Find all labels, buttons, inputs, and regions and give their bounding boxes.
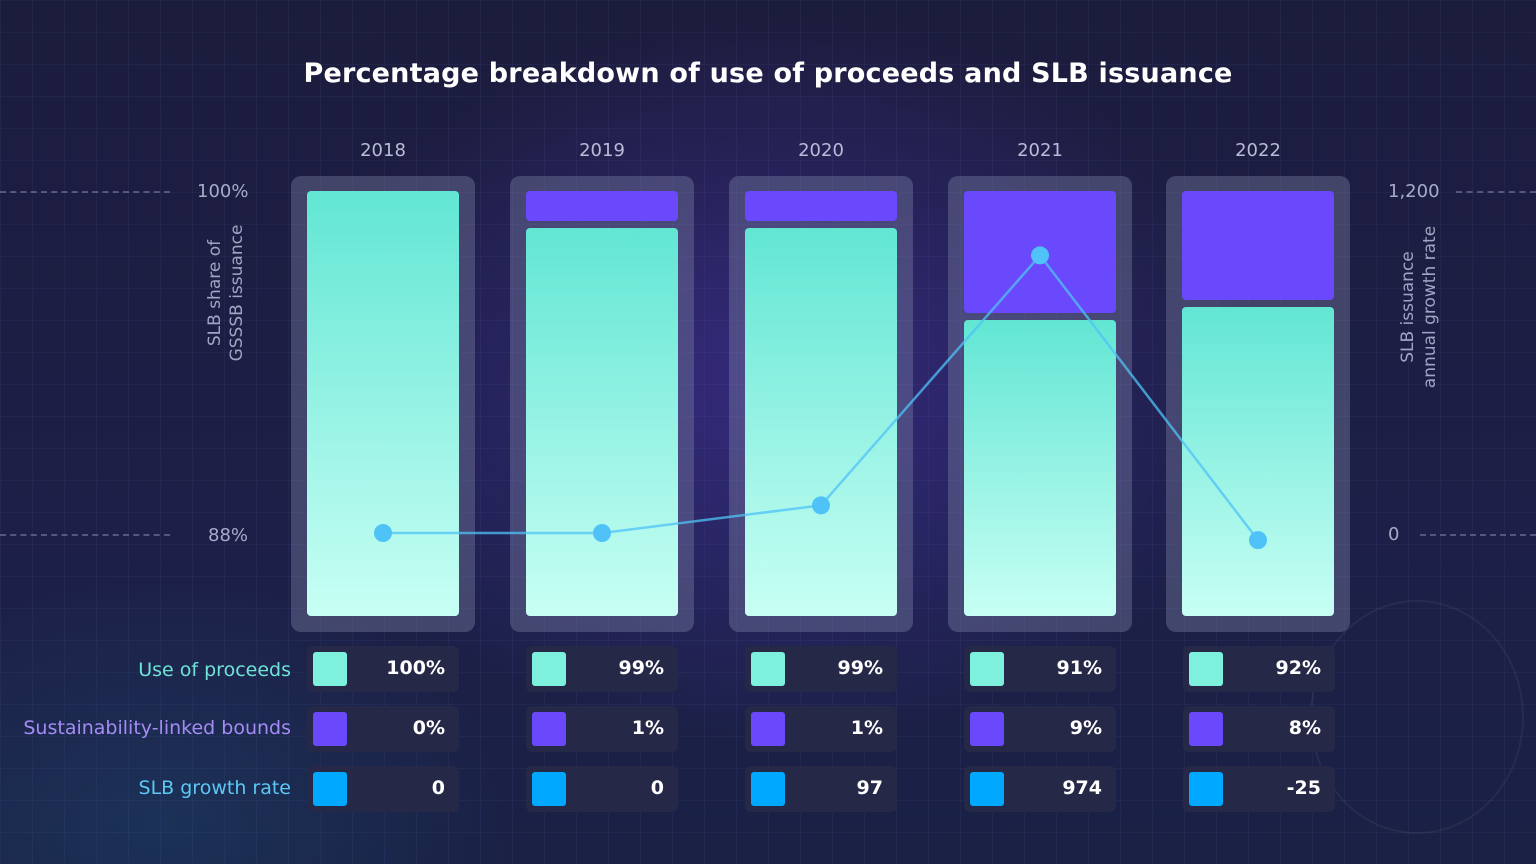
proceeds-cell-2018: 100% [307, 646, 459, 692]
proceeds-swatch [532, 652, 566, 686]
chart-title: Percentage breakdown of use of proceeds … [303, 58, 1233, 89]
growth-point-2021 [1031, 246, 1049, 265]
slb-swatch [532, 712, 566, 746]
bar-proceeds-2019 [526, 228, 678, 616]
bar-frame-2022 [1166, 176, 1350, 632]
proceeds-swatch [313, 652, 347, 686]
slb-cell-2022: 8% [1183, 706, 1335, 752]
year-label-2022: 2022 [1235, 140, 1281, 161]
slb-value-2022: 8% [1288, 717, 1321, 739]
slb-cell-2021: 9% [964, 706, 1116, 752]
bar-proceeds-2022 [1182, 306, 1334, 616]
proceeds-value-2021: 91% [1056, 657, 1102, 679]
bar-frame-2018 [291, 176, 475, 632]
growth-value-2018: 0 [431, 777, 445, 799]
proceeds-cell-2022: 92% [1183, 646, 1335, 692]
growth-point-2019 [593, 524, 611, 542]
proceeds-swatch [1189, 652, 1223, 686]
growth-point-2022 [1249, 531, 1267, 550]
growth-value-2019: 0 [650, 777, 664, 799]
growth-swatch [313, 772, 347, 806]
growth-cell-2018: 0 [307, 766, 459, 812]
right-tick-top: 1,200 [1388, 181, 1440, 202]
growth-swatch [970, 772, 1004, 806]
year-label-2021: 2021 [1017, 140, 1063, 161]
row-label-proceeds: Use of proceeds [138, 659, 291, 681]
bar-slb-2019 [526, 191, 678, 221]
growth-value-2022: -25 [1286, 777, 1321, 799]
slb-swatch [970, 712, 1004, 746]
proceeds-value-2019: 99% [618, 657, 664, 679]
left-tick-top: 100% [197, 181, 249, 202]
proceeds-value-2020: 99% [837, 657, 883, 679]
proceeds-cell-2021: 91% [964, 646, 1116, 692]
row-label-slb: Sustainability-linked bounds [23, 717, 291, 739]
growth-swatch [1189, 772, 1223, 806]
year-label-2019: 2019 [579, 140, 625, 161]
growth-swatch [532, 772, 566, 806]
proceeds-cell-2019: 99% [526, 646, 678, 692]
bar-proceeds-2018 [307, 191, 459, 616]
growth-point-2018 [374, 524, 392, 542]
slb-swatch [1189, 712, 1223, 746]
proceeds-value-2022: 92% [1275, 657, 1321, 679]
proceeds-value-2018: 100% [386, 657, 445, 679]
bar-proceeds-2020 [745, 228, 897, 616]
bar-slb-2020 [745, 191, 897, 221]
proceeds-cell-2020: 99% [745, 646, 897, 692]
slb-swatch [751, 712, 785, 746]
growth-value-2021: 974 [1062, 777, 1102, 799]
row-label-growth: SLB growth rate [138, 777, 291, 799]
slb-swatch [313, 712, 347, 746]
bar-proceeds-2021 [964, 320, 1116, 616]
gridline-top-right [1456, 191, 1536, 193]
gridline-bottom-left [0, 534, 170, 536]
growth-swatch [751, 772, 785, 806]
growth-point-2020 [812, 496, 830, 515]
right-tick-bottom: 0 [1388, 524, 1400, 545]
proceeds-swatch [970, 652, 1004, 686]
slb-value-2019: 1% [631, 717, 664, 739]
bar-frame-2020 [729, 176, 913, 632]
growth-cell-2020: 97 [745, 766, 897, 812]
slb-value-2020: 1% [850, 717, 883, 739]
growth-cell-2019: 0 [526, 766, 678, 812]
growth-value-2020: 97 [856, 777, 883, 799]
slb-cell-2018: 0% [307, 706, 459, 752]
slb-value-2021: 9% [1069, 717, 1102, 739]
year-label-2018: 2018 [360, 140, 406, 161]
gridline-bottom-right [1420, 534, 1536, 536]
slb-cell-2019: 1% [526, 706, 678, 752]
left-tick-bottom: 88% [208, 525, 249, 546]
slb-cell-2020: 1% [745, 706, 897, 752]
proceeds-swatch [751, 652, 785, 686]
growth-cell-2021: 974 [964, 766, 1116, 812]
bar-frame-2019 [510, 176, 694, 632]
slb-value-2018: 0% [412, 717, 445, 739]
year-label-2020: 2020 [798, 140, 844, 161]
bar-slb-2022 [1182, 191, 1334, 300]
gridline-top-left [0, 191, 170, 193]
growth-cell-2022: -25 [1183, 766, 1335, 812]
